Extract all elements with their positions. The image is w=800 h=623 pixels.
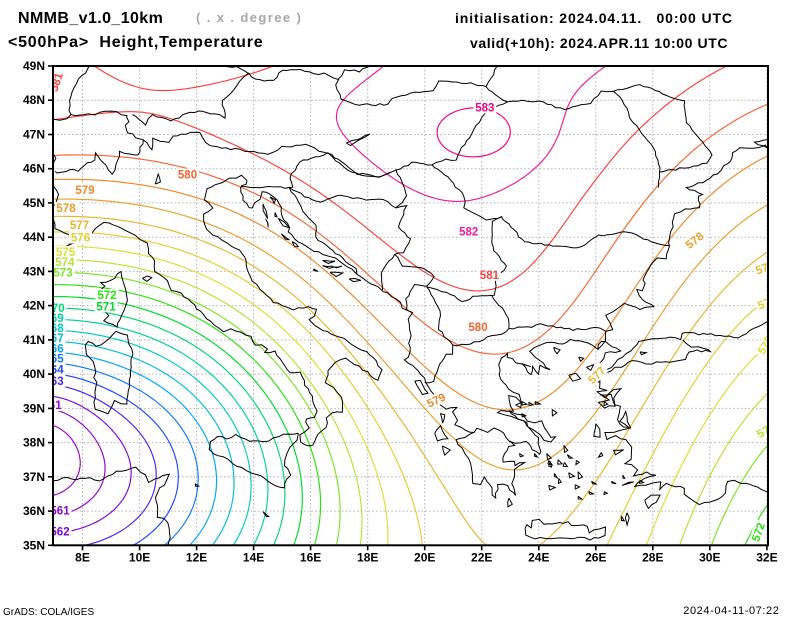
svg-text:12E: 12E — [186, 550, 207, 564]
svg-text:8E: 8E — [75, 550, 90, 564]
svg-text:14E: 14E — [243, 550, 264, 564]
svg-text:41N: 41N — [23, 333, 45, 347]
svg-text:47N: 47N — [23, 128, 45, 142]
svg-text:577: 577 — [70, 220, 89, 232]
svg-text:initialisation: 2024.04.11.: initialisation: 2024.04.11. 00:00 UTC — [455, 10, 733, 26]
svg-text:36N: 36N — [23, 504, 45, 518]
svg-text:GrADS: COLA/IGES: GrADS: COLA/IGES — [3, 607, 94, 618]
svg-text:576: 576 — [756, 295, 778, 313]
svg-text:567: 567 — [44, 333, 63, 345]
svg-text:valid(+10h): 2024.APR.11 10:00: valid(+10h): 2024.APR.11 10:00 UTC — [470, 35, 728, 51]
svg-text:16E: 16E — [300, 550, 321, 564]
svg-text:571: 571 — [96, 302, 116, 314]
svg-text:28E: 28E — [642, 550, 663, 564]
svg-text:572: 572 — [97, 290, 116, 302]
svg-text:24E: 24E — [528, 550, 549, 564]
svg-text:10E: 10E — [129, 550, 150, 564]
svg-text:48N: 48N — [23, 93, 45, 107]
svg-text:576: 576 — [71, 233, 90, 245]
svg-text:42N: 42N — [23, 299, 45, 313]
svg-text:561: 561 — [42, 400, 62, 412]
svg-text:583: 583 — [475, 103, 494, 115]
svg-text:22E: 22E — [471, 550, 492, 564]
svg-text:40N: 40N — [23, 367, 45, 381]
svg-text:2024-04-11-07:22: 2024-04-11-07:22 — [683, 605, 779, 617]
svg-text:20E: 20E — [414, 550, 435, 564]
svg-text:577: 577 — [754, 260, 776, 278]
svg-text:580: 580 — [468, 322, 487, 334]
svg-text:26E: 26E — [585, 550, 606, 564]
svg-text:569: 569 — [44, 313, 63, 325]
svg-text:575: 575 — [756, 334, 776, 357]
svg-text:49N: 49N — [23, 59, 45, 73]
svg-text:564: 564 — [44, 365, 64, 377]
svg-text:581: 581 — [480, 270, 500, 282]
svg-text:32E: 32E — [756, 550, 777, 564]
svg-text:44N: 44N — [23, 230, 45, 244]
svg-text:30E: 30E — [699, 550, 720, 564]
svg-text:579: 579 — [75, 185, 94, 197]
svg-text:35N: 35N — [23, 538, 45, 552]
svg-text:( . x . degree ): ( . x . degree ) — [196, 10, 302, 25]
svg-text:39N: 39N — [23, 401, 45, 415]
svg-text:578: 578 — [56, 203, 76, 215]
svg-text:NMMB_v1.0_10km: NMMB_v1.0_10km — [18, 10, 163, 27]
svg-text:561: 561 — [50, 506, 70, 518]
svg-text:<500hPa> Height,Temperature: <500hPa> Height,Temperature — [8, 34, 263, 51]
svg-text:566: 566 — [44, 344, 63, 356]
svg-text:37N: 37N — [23, 470, 45, 484]
svg-text:568: 568 — [44, 323, 64, 335]
svg-text:582: 582 — [459, 227, 478, 239]
svg-text:43N: 43N — [23, 264, 45, 278]
svg-text:38N: 38N — [23, 436, 45, 450]
svg-text:580: 580 — [178, 170, 197, 182]
svg-text:574: 574 — [55, 257, 75, 269]
svg-text:46N: 46N — [23, 162, 45, 176]
svg-text:18E: 18E — [357, 550, 378, 564]
svg-text:562: 562 — [50, 527, 69, 539]
svg-text:563: 563 — [44, 376, 63, 388]
svg-text:573: 573 — [53, 268, 72, 280]
svg-text:570: 570 — [45, 303, 64, 315]
svg-text:45N: 45N — [23, 196, 45, 210]
svg-text:565: 565 — [44, 354, 64, 366]
